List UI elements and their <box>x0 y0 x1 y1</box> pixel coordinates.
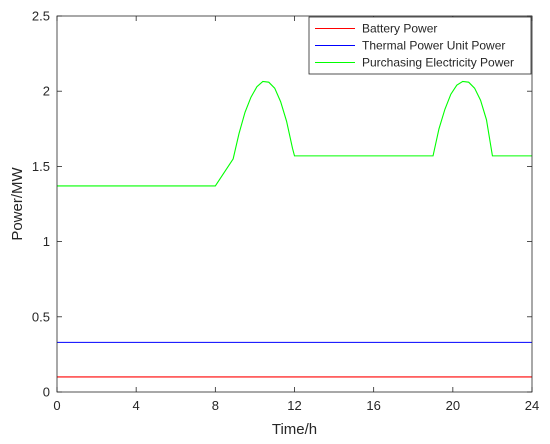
x-tick-label: 20 <box>446 398 460 413</box>
x-tick-label: 12 <box>287 398 301 413</box>
y-tick-label: 0 <box>43 385 50 400</box>
y-tick-label: 1 <box>43 234 50 249</box>
y-tick-label: 2.5 <box>32 9 50 24</box>
x-tick-label: 8 <box>212 398 219 413</box>
x-tick-label: 16 <box>366 398 380 413</box>
y-axis-label: Power/MW <box>9 166 26 240</box>
legend-label-3: Purchasing Electricity Power <box>362 56 514 70</box>
x-tick-label: 4 <box>133 398 140 413</box>
series-line-3 <box>57 80 532 187</box>
plot-area <box>57 80 532 378</box>
x-axis-label: Time/h <box>272 421 317 438</box>
x-tick-label: 0 <box>53 398 60 413</box>
y-tick-label: 2 <box>43 84 50 99</box>
y-tick-label: 0.5 <box>32 309 50 324</box>
x-tick-label: 24 <box>525 398 539 413</box>
legend-label-2: Thermal Power Unit Power <box>362 39 505 53</box>
legend-label-1: Battery Power <box>362 22 437 36</box>
legend: Battery Power Thermal Power Unit Power Pur… <box>308 16 532 75</box>
y-tick-label: 1.5 <box>32 159 50 174</box>
